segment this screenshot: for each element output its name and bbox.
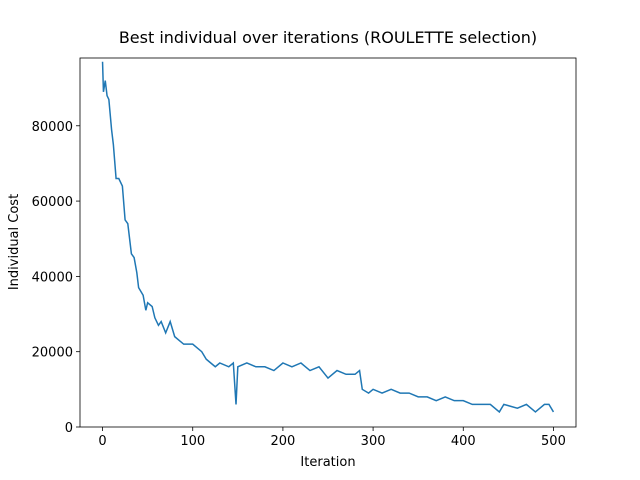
x-tick-label: 0 (98, 434, 106, 449)
x-tick-label: 400 (451, 434, 476, 449)
x-axis-label: Iteration (300, 455, 355, 470)
chart-title: Best individual over iterations (ROULETT… (119, 28, 537, 47)
y-tick-label: 60000 (32, 195, 73, 210)
x-tick-label: 300 (361, 434, 386, 449)
y-tick-label: 80000 (32, 120, 73, 135)
x-tick-label: 500 (541, 434, 566, 449)
y-tick-label: 0 (65, 421, 73, 436)
line-series (101, 61, 555, 414)
plot-frame (79, 57, 577, 428)
x-tick-label: 200 (270, 434, 295, 449)
x-tick-label: 100 (180, 434, 205, 449)
y-tick-label: 40000 (32, 270, 73, 285)
y-tick-label: 20000 (32, 346, 73, 361)
y-axis-label: Individual Cost (7, 194, 22, 290)
